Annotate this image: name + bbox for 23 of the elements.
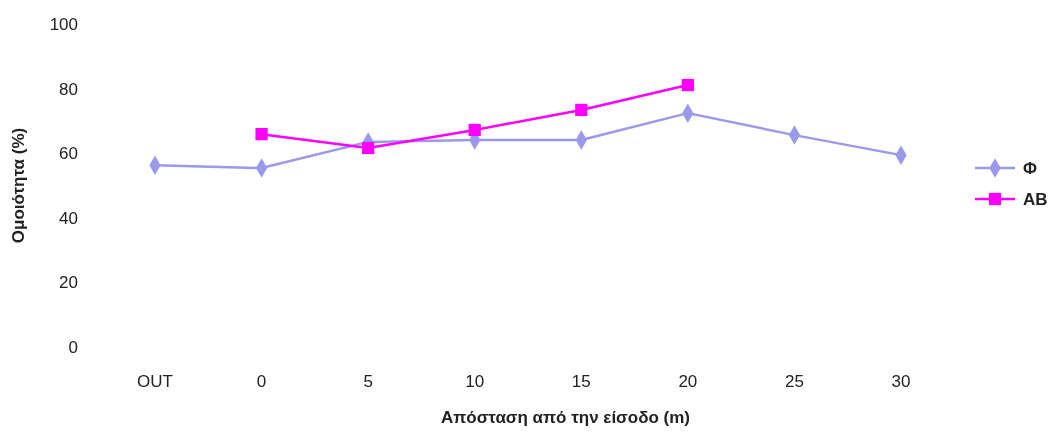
x-tick-label: 15 [571, 372, 591, 391]
x-axis-title: Απόσταση από την είσοδο (m) [441, 408, 690, 427]
x-tick-label: 5 [363, 372, 373, 391]
y-axis-title: Ομοιότητα (%) [9, 127, 28, 244]
legend-label: AB [1023, 189, 1048, 209]
point [468, 123, 481, 137]
point [362, 141, 375, 155]
y-tick-label: 40 [59, 208, 78, 228]
x-tick-label: 25 [784, 372, 804, 391]
point [255, 128, 268, 141]
y-tick-label: 60 [59, 144, 78, 164]
y-tick-label: 80 [59, 79, 78, 99]
x-tick-label: 20 [678, 372, 698, 391]
point [575, 103, 588, 117]
legend-label: Φ [1023, 158, 1037, 178]
y-tick-label: 20 [59, 273, 78, 293]
x-tick-label: 30 [891, 372, 911, 391]
x-tick-label: 10 [465, 372, 485, 391]
x-tick-label: OUT [137, 372, 173, 391]
point [681, 78, 694, 92]
y-tick-label: 0 [68, 337, 78, 357]
y-tick-label: 100 [49, 14, 78, 34]
x-tick-label: 0 [256, 372, 267, 391]
